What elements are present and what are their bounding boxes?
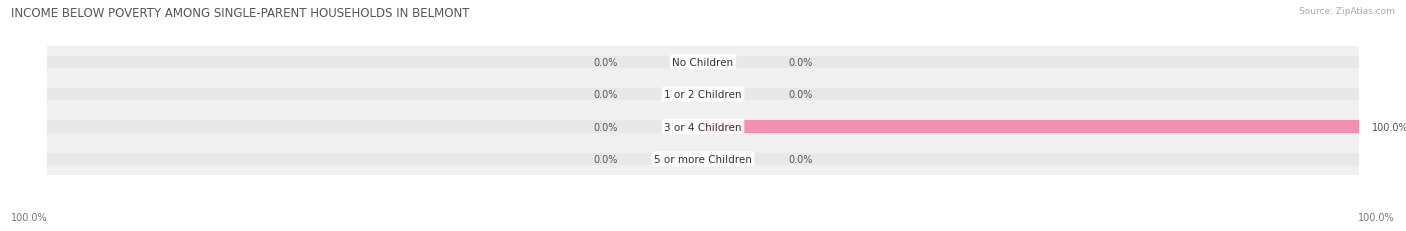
Bar: [46, 121, 703, 133]
Text: 100.0%: 100.0%: [11, 212, 48, 222]
Text: 0.0%: 0.0%: [789, 154, 813, 164]
Text: 1 or 2 Children: 1 or 2 Children: [664, 90, 742, 100]
Text: 3 or 4 Children: 3 or 4 Children: [664, 122, 742, 132]
Text: No Children: No Children: [672, 58, 734, 67]
Text: 0.0%: 0.0%: [789, 58, 813, 67]
Bar: [703, 56, 1360, 69]
Bar: [46, 56, 703, 69]
Bar: [46, 153, 703, 165]
Bar: [703, 153, 1360, 165]
Text: 0.0%: 0.0%: [593, 154, 617, 164]
Text: 0.0%: 0.0%: [593, 58, 617, 67]
Text: 5 or more Children: 5 or more Children: [654, 154, 752, 164]
Legend: Single Father, Single Mother: Single Father, Single Mother: [612, 230, 794, 231]
Bar: [703, 89, 1360, 101]
Text: 0.0%: 0.0%: [593, 122, 617, 132]
Bar: [46, 89, 703, 101]
Bar: [46, 46, 1360, 79]
Bar: [703, 121, 1360, 133]
Text: 0.0%: 0.0%: [789, 90, 813, 100]
Bar: [46, 111, 1360, 143]
Bar: [46, 79, 1360, 111]
Bar: [703, 121, 1360, 133]
Text: INCOME BELOW POVERTY AMONG SINGLE-PARENT HOUSEHOLDS IN BELMONT: INCOME BELOW POVERTY AMONG SINGLE-PARENT…: [11, 7, 470, 20]
Text: 100.0%: 100.0%: [1358, 212, 1395, 222]
Text: 0.0%: 0.0%: [593, 90, 617, 100]
Text: Source: ZipAtlas.com: Source: ZipAtlas.com: [1299, 7, 1395, 16]
Text: 100.0%: 100.0%: [1372, 122, 1406, 132]
Bar: [46, 143, 1360, 175]
